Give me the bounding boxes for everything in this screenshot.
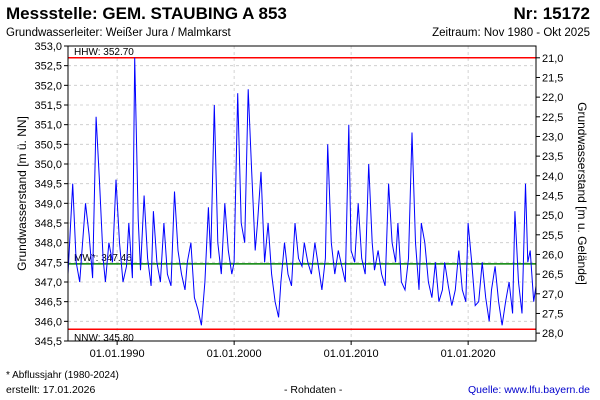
y2-tick-label: 27,0 xyxy=(542,289,563,301)
y2-tick-label: 25,0 xyxy=(542,210,563,222)
y2-axis-label: Grundwasserstand [m u. Gelände] xyxy=(575,102,589,285)
y-axis-label: Grundwasserstand [m ü. NN] xyxy=(15,116,29,271)
y2-tick-label: 21,5 xyxy=(542,72,563,84)
source-link[interactable]: Quelle: www.lfu.bayern.de xyxy=(468,384,590,396)
y2-tick-label: 26,5 xyxy=(542,269,563,281)
hhw-line-label: HHW: 352.70 xyxy=(74,47,134,58)
period-label: Zeitraum: Nov 1980 - Okt 2025 xyxy=(432,27,590,39)
y-tick-label: 346,0 xyxy=(34,316,62,328)
y2-tick-label: 22,5 xyxy=(542,112,563,124)
x-tick-label: 01.01.2010 xyxy=(324,348,379,360)
y2-tick-label: 21,0 xyxy=(542,53,563,65)
page-title: Messstelle: GEM. STAUBING A 853 xyxy=(6,4,287,23)
y-tick-label: 349,0 xyxy=(34,198,62,210)
x-tick-label: 01.01.2020 xyxy=(441,348,496,360)
footnote: * Abflussjahr (1980-2024) xyxy=(6,370,119,381)
series-layer xyxy=(67,57,537,326)
y2-tick-label: 23,5 xyxy=(542,151,563,163)
y-tick-label: 347,0 xyxy=(34,277,62,289)
y-tick-label: 353,0 xyxy=(34,41,62,53)
rawdata-label: - Rohdaten - xyxy=(284,384,343,396)
nnw-line-label: NNW: 345.80 xyxy=(74,333,134,344)
y-tick-label: 346,5 xyxy=(34,297,62,309)
x-tick-label: 01.01.1990 xyxy=(90,348,145,360)
created-date: erstellt: 17.01.2026 xyxy=(6,384,96,396)
station-number: Nr: 15172 xyxy=(513,4,590,23)
axes: 345,5 346,0 346,5 347,0 347,5 348,0 348,5 349,0… xyxy=(34,41,563,360)
y-tick-label: 348,0 xyxy=(34,238,62,250)
y-tick-label: 350,0 xyxy=(34,159,62,171)
plot-frame xyxy=(67,45,537,342)
y-tick-label: 349,5 xyxy=(34,179,62,191)
y2-tick-label: 28,0 xyxy=(542,328,563,340)
y2-tick-label: 24,0 xyxy=(542,171,563,183)
aquifer-label: Grundwasserleiter: Weißer Jura / Malmkar… xyxy=(6,27,231,39)
y-tick-label: 345,5 xyxy=(34,336,62,348)
y2-tick-label: 27,5 xyxy=(542,308,563,320)
y2-tick-label: 22,0 xyxy=(542,92,563,104)
y-tick-label: 351,5 xyxy=(34,100,62,112)
y2-tick-label: 23,0 xyxy=(542,131,563,143)
y-tick-label: 352,5 xyxy=(34,61,62,73)
y-tick-label: 347,5 xyxy=(34,257,62,269)
y2-tick-label: 26,0 xyxy=(542,249,563,261)
y-tick-label: 351,0 xyxy=(34,120,62,132)
series-line xyxy=(67,57,537,326)
x-tick-label: 01.01.2000 xyxy=(207,348,262,360)
y2-tick-label: 25,5 xyxy=(542,230,563,242)
y2-tick-label: 24,5 xyxy=(542,190,563,202)
y-tick-label: 352,0 xyxy=(34,80,62,92)
y-tick-label: 350,5 xyxy=(34,139,62,151)
y-tick-label: 348,5 xyxy=(34,218,62,230)
